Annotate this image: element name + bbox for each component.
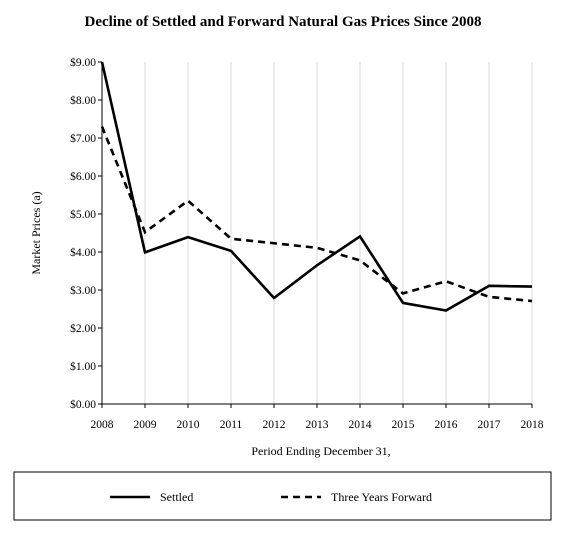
y-tick-label: $5.00	[70, 208, 96, 221]
x-tick-label: 2009	[134, 419, 157, 431]
x-tick-label: 2015	[392, 419, 415, 431]
x-tick-label: 2014	[349, 419, 372, 431]
legend-box	[13, 471, 552, 521]
data-point	[444, 309, 448, 313]
data-point	[401, 301, 405, 305]
legend-label: Settled	[160, 490, 193, 504]
y-tick-label: $1.00	[70, 360, 96, 373]
y-tick-label: $2.00	[70, 322, 96, 335]
data-point	[487, 284, 491, 288]
x-tick-label: 2018	[521, 419, 544, 431]
x-tick-label: 2008	[91, 419, 114, 431]
x-tick-label: 2010	[177, 419, 200, 431]
data-point	[315, 246, 319, 250]
data-point	[272, 241, 276, 245]
x-tick-label: 2012	[263, 419, 286, 431]
data-point	[100, 125, 104, 129]
x-tick-label: 2016	[435, 419, 458, 431]
data-point	[143, 250, 147, 254]
data-point	[100, 60, 104, 64]
data-point	[186, 235, 190, 239]
x-tick-label: 2011	[220, 419, 243, 431]
data-point	[229, 249, 233, 253]
data-point	[444, 279, 448, 283]
y-tick-label: $3.00	[70, 284, 96, 297]
x-axis-title: Period Ending December 31,	[251, 444, 390, 458]
y-axis-title: Market Prices (a)	[29, 191, 43, 274]
data-point	[358, 234, 362, 238]
series-line-three-years-forward	[100, 126, 533, 303]
legend-label: Three Years Forward	[331, 490, 432, 504]
data-point	[530, 299, 534, 303]
x-tick-label: 2013	[306, 419, 329, 431]
y-tick-label: $4.00	[70, 246, 96, 259]
x-tick-label: 2017	[478, 419, 501, 431]
data-point	[487, 295, 491, 299]
series-line-settled	[100, 61, 533, 312]
y-tick-label: $7.00	[70, 132, 96, 145]
data-point	[272, 296, 276, 300]
y-tick-label: $9.00	[70, 56, 96, 69]
data-point	[530, 285, 534, 289]
data-point	[401, 291, 405, 295]
data-point	[143, 230, 147, 234]
y-tick-label: $0.00	[70, 398, 96, 411]
data-point	[358, 258, 362, 262]
data-point	[229, 237, 233, 241]
data-point	[315, 263, 319, 267]
y-tick-label: $8.00	[70, 94, 96, 107]
y-tick-label: $6.00	[70, 170, 96, 183]
data-point	[186, 199, 190, 203]
chart-title: Decline of Settled and Forward Natural G…	[84, 14, 482, 30]
